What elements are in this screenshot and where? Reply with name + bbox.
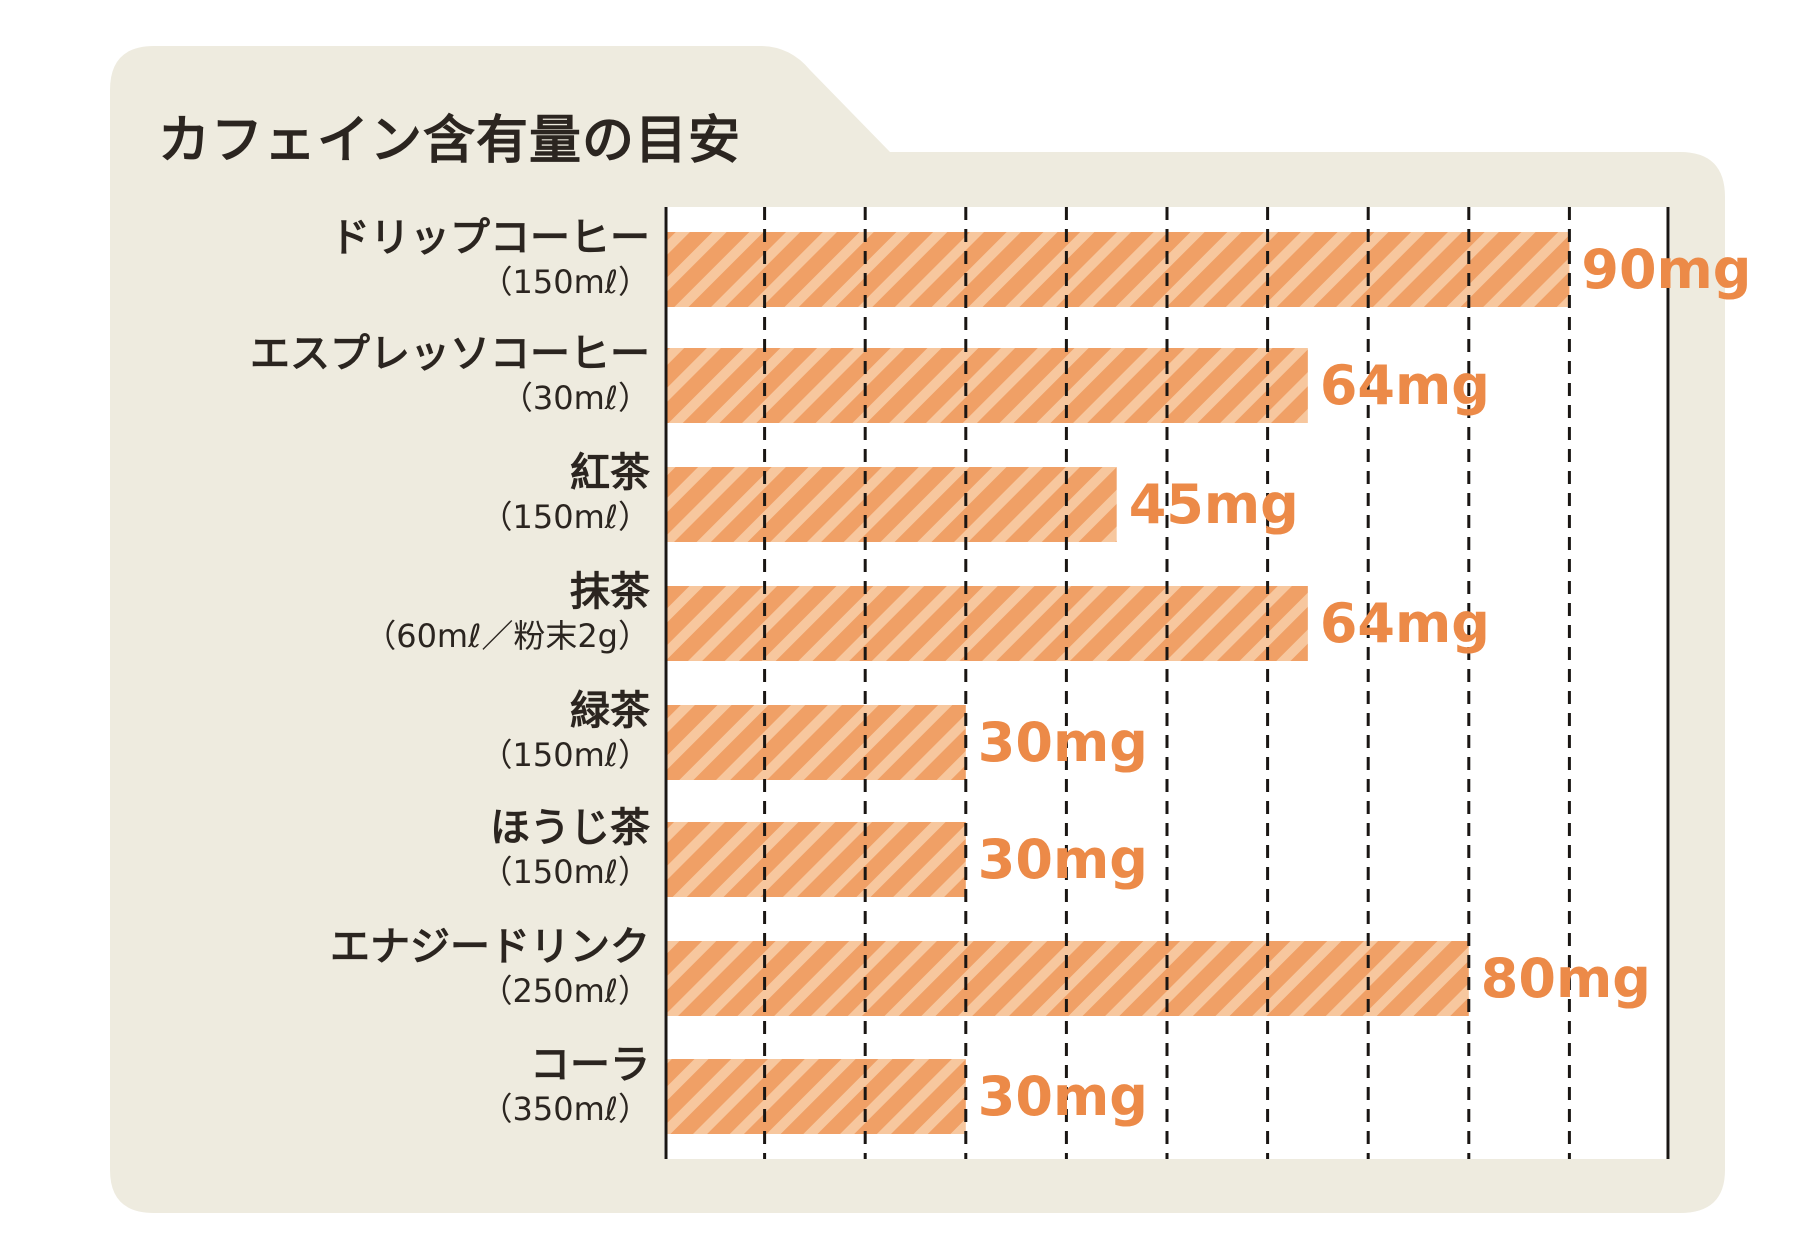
category-name: ドリップコーヒー [330,215,650,261]
chart-title: カフェイン含有量の目安 [158,111,742,171]
category-label: エスプレッソコーヒー （30mℓ） [250,330,650,418]
bar [667,822,966,897]
category-name: エスプレッソコーヒー [250,331,650,377]
category-label: 紅茶 （150mℓ） [481,449,650,537]
serving-size: （150mℓ） [480,736,650,774]
value-label: 64mg [1319,592,1490,655]
serving-size: （250mℓ） [480,972,650,1010]
value-label: 30mg [977,1065,1148,1128]
category-label: 緑茶 （150mℓ） [481,687,650,775]
category-label: ほうじ茶 （150mℓ） [481,804,650,892]
serving-size: （150mℓ） [480,498,650,536]
category-name: コーラ [530,1042,650,1088]
serving-size: （30mℓ） [500,379,650,417]
category-label: エナジードリンク （250mℓ） [330,923,650,1011]
category-label: ドリップコーヒー （150mℓ） [330,214,650,302]
serving-size: （350mℓ） [480,1090,650,1128]
category-name: エナジードリンク [330,924,650,970]
value-label: 30mg [977,828,1148,891]
category-label: 抹茶 （60mℓ／粉末2g） [364,568,650,656]
category-name: 緑茶 [570,688,650,734]
bar [667,467,1117,542]
serving-size: （150mℓ） [480,853,650,891]
category-name: 紅茶 [570,450,650,496]
category-name: 抹茶 [570,569,650,615]
value-label: 64mg [1319,354,1490,417]
bar [667,1059,966,1134]
plot-area [664,207,1670,1159]
value-label: 45mg [1128,473,1299,536]
bar [667,348,1308,423]
serving-size: （150mℓ） [480,263,650,301]
value-label: 80mg [1480,947,1651,1010]
bar [667,705,966,780]
bar [667,941,1469,1016]
value-label: 30mg [977,711,1148,774]
serving-size: （60mℓ／粉末2g） [364,617,650,655]
bar [667,586,1308,661]
value-label: 90mg [1581,238,1752,301]
bar-chart [664,207,1670,1159]
bar [667,232,1570,307]
category-label: コーラ （350mℓ） [481,1041,650,1129]
category-name: ほうじ茶 [490,805,650,851]
